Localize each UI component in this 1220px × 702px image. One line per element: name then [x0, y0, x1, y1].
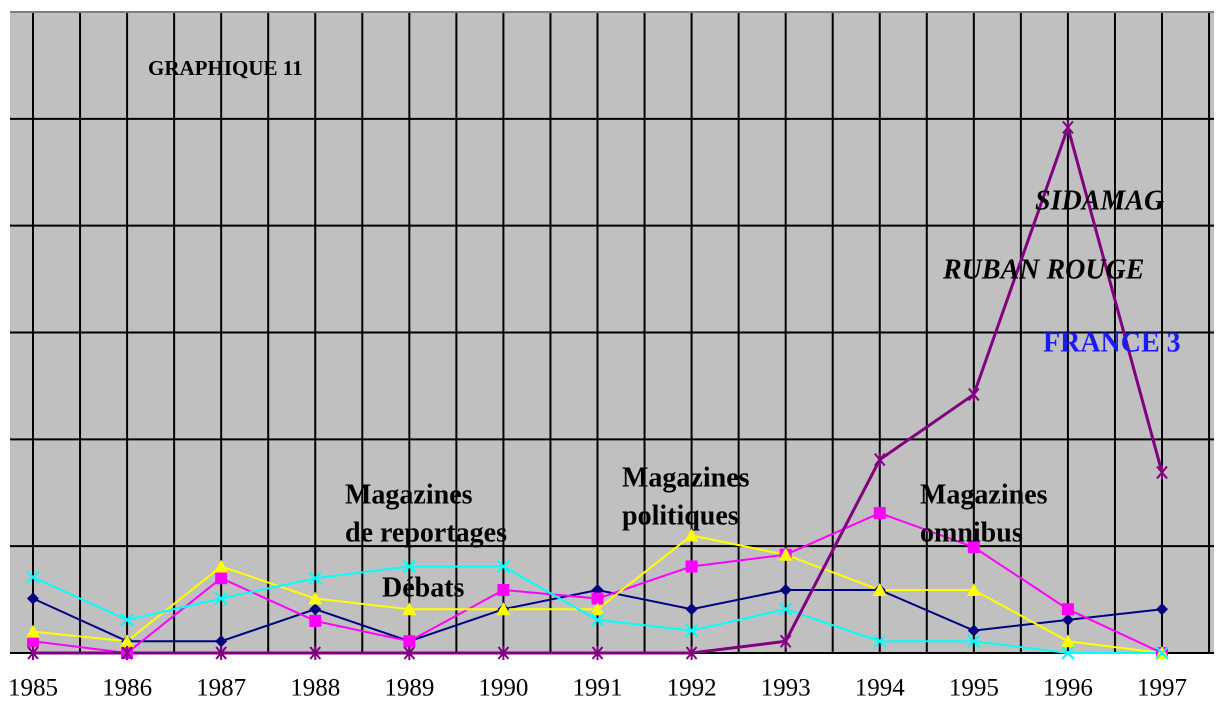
- marker: [215, 646, 227, 660]
- marker: [214, 591, 228, 606]
- x-tick-label: 1988: [290, 675, 340, 702]
- marker: [27, 635, 39, 648]
- marker: [685, 603, 698, 616]
- x-tick-label: 1992: [667, 675, 717, 702]
- x-tick-label: 1997: [1137, 675, 1187, 702]
- annotation: Magazines: [920, 479, 1048, 510]
- marker: [497, 583, 510, 596]
- marker: [1062, 120, 1074, 135]
- marker: [26, 624, 40, 638]
- marker: [214, 559, 229, 573]
- marker: [1156, 465, 1168, 480]
- chart-title: GRAPHIQUE 11: [148, 56, 303, 80]
- marker: [778, 547, 793, 561]
- marker: [215, 572, 228, 585]
- marker: [403, 635, 416, 648]
- annotation: Magazines: [345, 479, 473, 510]
- marker: [1060, 634, 1075, 648]
- annotation: Débats: [382, 572, 465, 603]
- marker: [403, 646, 416, 660]
- marker: [496, 602, 511, 616]
- marker: [308, 571, 322, 585]
- marker: [27, 646, 39, 660]
- marker: [402, 602, 417, 616]
- marker: [590, 602, 605, 616]
- marker: [591, 646, 604, 660]
- marker: [967, 541, 980, 554]
- annotation: politiques: [622, 500, 739, 531]
- marker: [309, 646, 322, 660]
- marker: [967, 624, 980, 637]
- marker: [309, 603, 322, 616]
- marker: [120, 634, 135, 648]
- annotation: de reportages: [345, 517, 507, 548]
- marker: [496, 559, 511, 574]
- marker: [684, 623, 699, 638]
- marker: [873, 634, 887, 648]
- x-tick-label: 1995: [949, 675, 999, 702]
- marker: [120, 613, 134, 627]
- marker: [685, 646, 698, 660]
- x-tick-label: 1996: [1043, 675, 1093, 702]
- marker: [591, 592, 604, 605]
- marker: [779, 634, 792, 649]
- marker: [121, 646, 133, 660]
- marker: [215, 635, 228, 648]
- x-tick-label: 1985: [8, 675, 58, 702]
- x-tick-label: 1990: [478, 675, 528, 702]
- marker: [1061, 603, 1074, 616]
- x-tick-label: 1987: [196, 675, 246, 702]
- marker: [966, 582, 981, 596]
- marker: [779, 583, 792, 596]
- annotation: Magazines: [622, 462, 750, 493]
- marker: [308, 591, 323, 605]
- marker: [872, 582, 887, 596]
- marker: [26, 570, 40, 584]
- marker: [590, 613, 605, 627]
- annotation: SIDAMAG: [1035, 185, 1164, 216]
- marker: [1155, 646, 1169, 660]
- marker: [778, 602, 793, 616]
- marker: [968, 387, 980, 402]
- marker: [873, 452, 886, 467]
- annotation: FRANCE 3: [1043, 327, 1181, 358]
- x-tick-label: 1991: [573, 675, 623, 702]
- x-tick-label: 1993: [761, 675, 811, 702]
- marker: [873, 507, 886, 520]
- annotation: RUBAN ROUGE: [942, 254, 1144, 285]
- marker: [402, 559, 417, 574]
- marker: [967, 634, 981, 648]
- marker: [685, 560, 698, 573]
- marker: [309, 614, 322, 627]
- marker: [1061, 646, 1075, 660]
- x-tick-label: 1989: [384, 675, 434, 702]
- annotation: omnibus: [920, 517, 1023, 548]
- marker: [27, 592, 39, 605]
- marker: [1061, 613, 1074, 626]
- marker: [684, 528, 699, 542]
- x-tick-label: 1986: [102, 675, 152, 702]
- x-tick-label: 1994: [855, 675, 906, 702]
- marker: [1156, 603, 1168, 616]
- marker: [497, 646, 510, 660]
